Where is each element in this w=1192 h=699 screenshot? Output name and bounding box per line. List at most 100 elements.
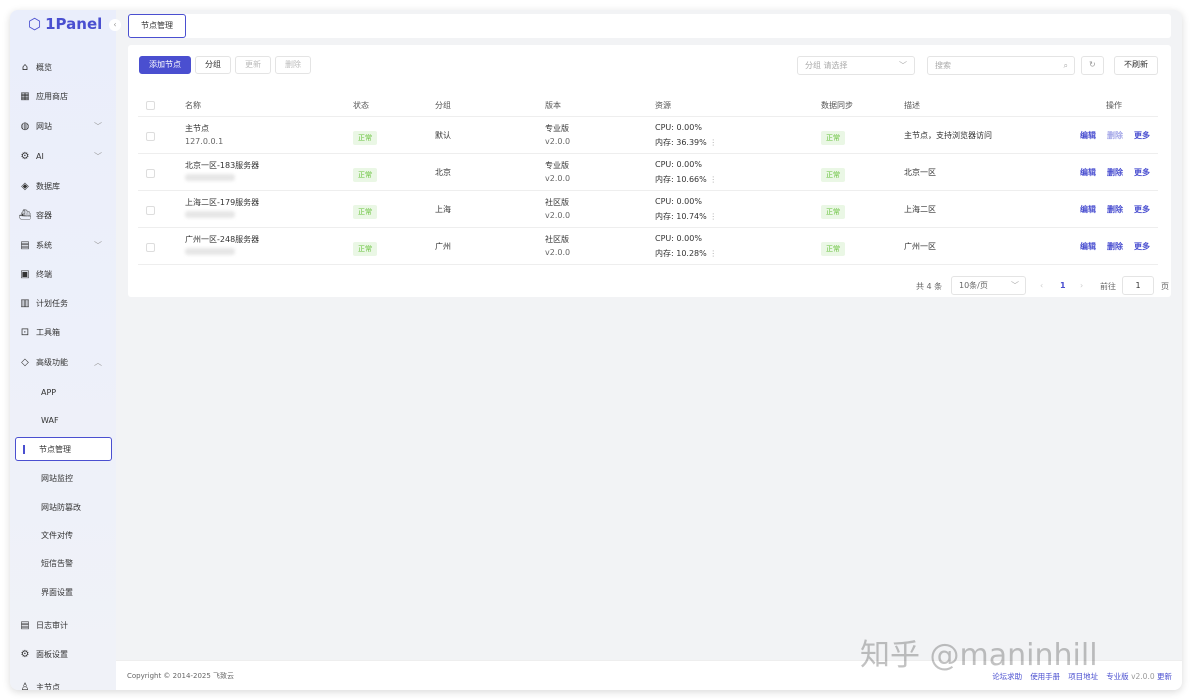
delete-button[interactable]: 删除 — [275, 56, 311, 74]
sidebar-bottom-item-2[interactable]: ♙ 主节点 — [18, 675, 110, 691]
node-group: 广州 — [435, 242, 451, 251]
sidebar-item-1[interactable]: ▦ 应用商店 — [18, 84, 110, 108]
select-all-checkbox[interactable] — [146, 101, 155, 110]
delete-row-button[interactable]: 删除 — [1107, 242, 1123, 251]
update-button[interactable]: 更新 — [235, 56, 271, 74]
node-group: 上海 — [435, 205, 451, 214]
home-icon: ⌂ — [21, 61, 29, 73]
sidebar-bottom-item-0[interactable]: ▤ 日志审计 — [18, 613, 110, 637]
edit-button[interactable]: 编辑 — [1080, 205, 1096, 214]
sidebar-item-8[interactable]: ▥ 计划任务 — [18, 291, 110, 315]
sidebar-subitem-2[interactable]: 节点管理 — [15, 437, 112, 461]
edit-button[interactable]: 编辑 — [1080, 242, 1096, 251]
column-header: 描述 — [904, 101, 920, 110]
node-name: 北京一区-183服务器 — [185, 161, 260, 170]
node-group: 默认 — [435, 131, 451, 140]
group-select[interactable]: 分组 请选择 ﹀ — [797, 56, 915, 75]
sidebar-subitem-3[interactable]: 网站监控 — [41, 473, 73, 483]
sidebar-subitem-0[interactable]: APP — [41, 387, 57, 397]
more-info-icon[interactable]: ⋮ — [709, 212, 718, 221]
status-badge: 正常 — [353, 131, 377, 145]
memory-usage: 内存: 36.39% ⋮ — [655, 138, 718, 147]
sidebar-subitem-6[interactable]: 短信告警 — [41, 558, 73, 568]
more-button[interactable]: 更多 — [1134, 168, 1150, 177]
logo-icon: ⬡ — [28, 15, 42, 33]
cpu-usage: CPU: 0.00% — [655, 160, 702, 169]
memory-usage: 内存: 10.28% ⋮ — [655, 249, 718, 258]
more-button[interactable]: 更多 — [1134, 242, 1150, 251]
more-button[interactable]: 更多 — [1134, 131, 1150, 140]
edit-button[interactable]: 编辑 — [1080, 131, 1096, 140]
sidebar-item-9[interactable]: ⊡ 工具箱 — [18, 320, 110, 344]
node-name: 广州一区-248服务器 — [185, 235, 260, 244]
more-button[interactable]: 更多 — [1134, 205, 1150, 214]
delete-row-button[interactable]: 删除 — [1107, 131, 1123, 140]
sidebar-item-3[interactable]: ⚙ AI ﹀ — [18, 144, 110, 168]
sidebar-item-5[interactable]: ⛴ 容器 — [18, 209, 52, 221]
collapse-sidebar-button[interactable]: ‹ — [109, 19, 121, 31]
edit-button[interactable]: 编辑 — [1080, 168, 1096, 177]
tab-node-management[interactable]: 节点管理 — [128, 14, 186, 38]
column-header: 资源 — [655, 101, 671, 110]
edition-link[interactable]: 专业版 — [1106, 672, 1129, 681]
row-checkbox[interactable] — [146, 243, 155, 252]
node-address: 127.0.0.1 — [185, 137, 224, 146]
next-page-button[interactable]: › — [1080, 281, 1084, 290]
manual-link[interactable]: 使用手册 — [1030, 672, 1061, 681]
page-1[interactable]: 1 — [1060, 281, 1066, 290]
column-header: 名称 — [185, 101, 201, 110]
more-info-icon[interactable]: ⋮ — [709, 175, 718, 184]
row-checkbox[interactable] — [146, 206, 155, 215]
sidebar-subitem-7[interactable]: 界面设置 — [41, 587, 73, 597]
log-icon: ▤ — [20, 619, 30, 631]
node-name: 上海二区-179服务器 — [185, 198, 260, 207]
page-size-select[interactable]: 10条/页 ﹀ — [951, 276, 1026, 295]
chevron-down-icon: ﹀ — [899, 61, 907, 70]
version: v2.0.0 — [545, 248, 571, 257]
search-input[interactable]: 搜索 ⌕ — [927, 56, 1075, 75]
more-info-icon[interactable]: ⋮ — [709, 138, 718, 147]
sidebar-item-2[interactable]: ◍ 网站 ﹀ — [18, 114, 110, 138]
sidebar-item-6[interactable]: ▤ 系统 ﹀ — [18, 233, 110, 257]
cpu-usage: CPU: 0.00% — [655, 197, 702, 206]
description: 主节点，支持浏览器访问 — [904, 131, 992, 140]
more-info-icon[interactable]: ⋮ — [709, 249, 718, 258]
update-link[interactable]: 更新 — [1157, 672, 1172, 681]
row-checkbox[interactable] — [146, 169, 155, 178]
auto-refresh-select[interactable]: 不刷新 — [1114, 56, 1158, 75]
delete-row-button[interactable]: 删除 — [1107, 205, 1123, 214]
chevron-icon: ﹀ — [94, 121, 102, 131]
version: v2.0.0 — [545, 137, 571, 146]
footer: Copyright © 2014-2025 飞致云 论坛求助 使用手册 项目地址… — [116, 660, 1182, 690]
edition: 社区版 — [545, 198, 569, 207]
sidebar-item-10[interactable]: ◇ 高级功能 ︿ — [18, 350, 110, 374]
add-node-button[interactable]: 添加节点 — [139, 56, 191, 74]
refresh-button[interactable]: ↻ — [1081, 56, 1104, 75]
chevron-icon: ︿ — [94, 357, 102, 367]
group-button[interactable]: 分组 — [195, 56, 231, 74]
status-badge: 正常 — [353, 168, 377, 182]
sidebar-subitem-1[interactable]: WAF — [41, 415, 59, 425]
sidebar: ⬡ 1Panel ⌂ 概览 ▦ 应用商店 ◍ 网站 ﹀ ⚙ AI ﹀ ◈ 数据库 ⛴ 容器 ▤ 系统 ﹀ ▣ 终端 ▥ 计… — [10, 10, 116, 690]
prev-page-button[interactable]: ‹ — [1040, 281, 1044, 290]
watermark: 知乎 @maninhill — [860, 638, 1098, 673]
cpu-usage: CPU: 0.00% — [655, 123, 702, 132]
memory-usage: 内存: 10.66% ⋮ — [655, 175, 718, 184]
sidebar-bottom-item-1[interactable]: ⚙ 面板设置 — [18, 642, 110, 666]
sidebar-item-7[interactable]: ▣ 终端 — [18, 262, 110, 286]
sidebar-subitem-5[interactable]: 文件对传 — [41, 530, 73, 540]
page-suffix: 页 — [1161, 282, 1169, 291]
container-icon: ⛴ — [18, 209, 32, 221]
footer-links: 论坛求助 使用手册 项目地址 专业版 v2.0.0 更新 — [992, 671, 1172, 682]
goto-page-input[interactable]: 1 — [1122, 276, 1154, 295]
row-checkbox[interactable] — [146, 132, 155, 141]
sidebar-item-4[interactable]: ◈ 数据库 — [18, 174, 110, 198]
project-link[interactable]: 项目地址 — [1068, 672, 1099, 681]
edition: 社区版 — [545, 235, 569, 244]
sidebar-subitem-4[interactable]: 网站防篡改 — [41, 502, 81, 512]
chevron-icon: ﹀ — [94, 240, 102, 250]
description: 广州一区 — [904, 242, 936, 251]
forum-link[interactable]: 论坛求助 — [992, 672, 1023, 681]
delete-row-button[interactable]: 删除 — [1107, 168, 1123, 177]
sidebar-item-0[interactable]: ⌂ 概览 — [18, 55, 110, 79]
